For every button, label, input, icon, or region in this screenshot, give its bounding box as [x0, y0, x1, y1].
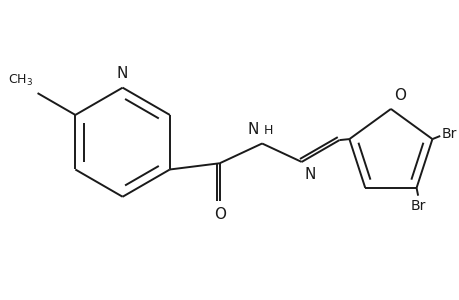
Text: N: N	[117, 66, 128, 81]
Text: CH$_3$: CH$_3$	[8, 73, 33, 88]
Text: N: N	[247, 122, 258, 137]
Text: O: O	[393, 88, 405, 103]
Text: N: N	[304, 167, 315, 182]
Text: H: H	[263, 124, 273, 137]
Text: O: O	[213, 207, 225, 222]
Text: Br: Br	[409, 199, 425, 213]
Text: Br: Br	[441, 128, 456, 141]
